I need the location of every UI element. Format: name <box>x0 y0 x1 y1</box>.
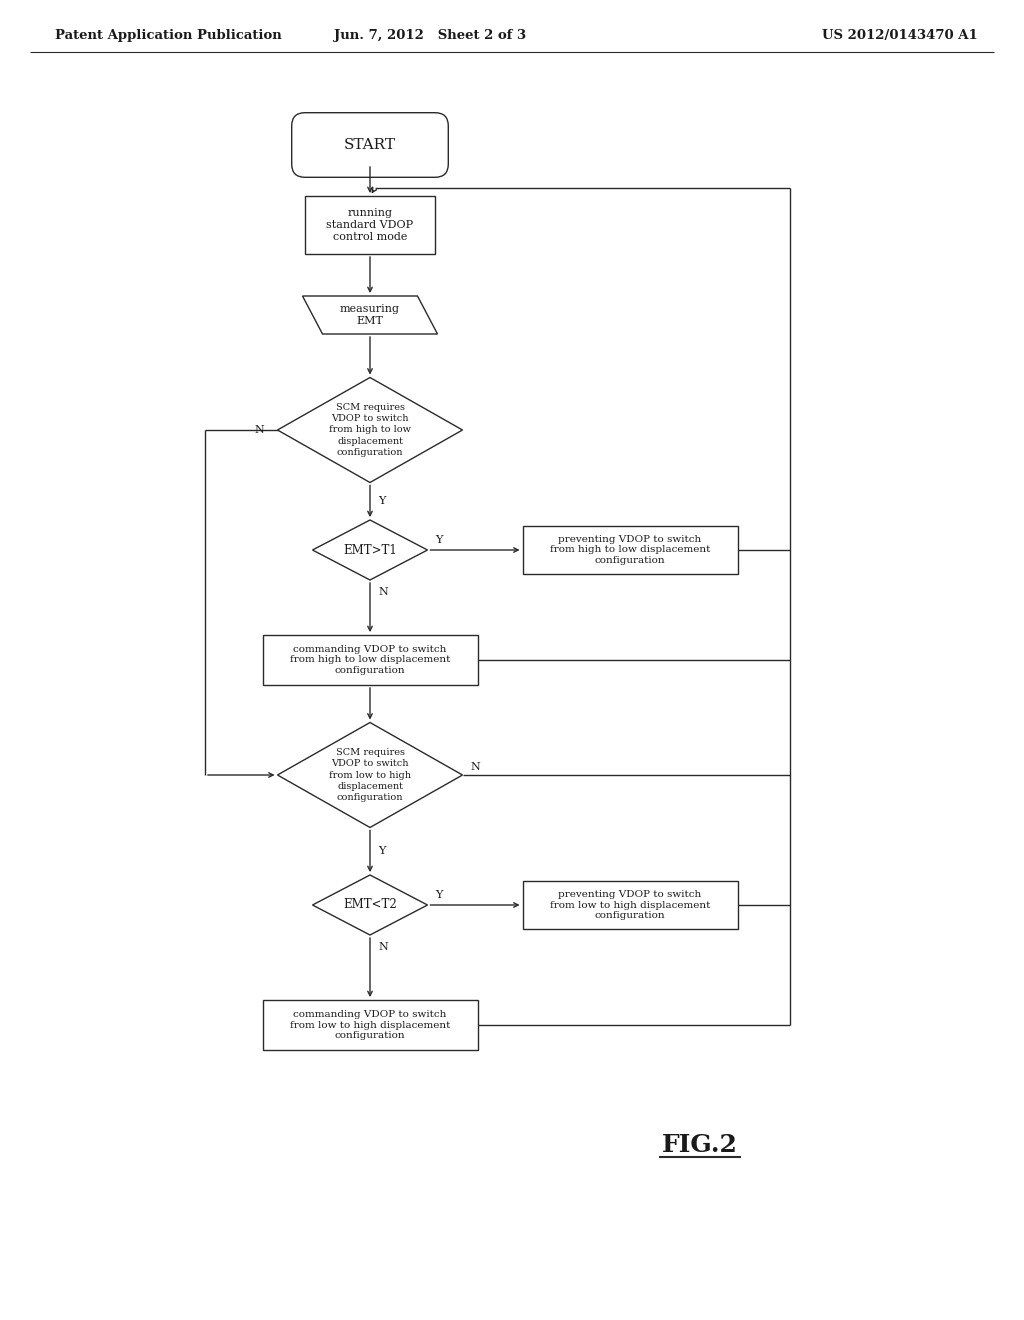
Text: preventing VDOP to switch
from low to high displacement
configuration: preventing VDOP to switch from low to hi… <box>550 890 711 920</box>
Text: EMT<T2: EMT<T2 <box>343 899 397 912</box>
Text: EMT>T1: EMT>T1 <box>343 544 397 557</box>
Text: preventing VDOP to switch
from high to low displacement
configuration: preventing VDOP to switch from high to l… <box>550 535 711 565</box>
Polygon shape <box>312 875 427 935</box>
Text: Y: Y <box>378 846 385 857</box>
Text: Jun. 7, 2012   Sheet 2 of 3: Jun. 7, 2012 Sheet 2 of 3 <box>334 29 526 41</box>
Text: commanding VDOP to switch
from low to high displacement
configuration: commanding VDOP to switch from low to hi… <box>290 1010 451 1040</box>
Bar <box>522 525 737 574</box>
FancyBboxPatch shape <box>292 112 449 177</box>
Text: N: N <box>255 425 264 436</box>
Text: commanding VDOP to switch
from high to low displacement
configuration: commanding VDOP to switch from high to l… <box>290 645 451 675</box>
Polygon shape <box>278 722 463 828</box>
Text: running
standard VDOP
control mode: running standard VDOP control mode <box>327 209 414 242</box>
Polygon shape <box>312 520 427 579</box>
Bar <box>262 635 477 685</box>
Polygon shape <box>278 378 463 483</box>
Text: Patent Application Publication: Patent Application Publication <box>55 29 282 41</box>
Bar <box>305 195 435 253</box>
Text: N: N <box>378 942 388 952</box>
Text: START: START <box>344 139 396 152</box>
Text: Y: Y <box>435 890 442 900</box>
Text: measuring
EMT: measuring EMT <box>340 304 400 326</box>
Polygon shape <box>302 296 437 334</box>
Text: Y: Y <box>378 496 385 507</box>
Bar <box>262 1001 477 1049</box>
Bar <box>522 880 737 929</box>
Text: FIG.2: FIG.2 <box>663 1133 738 1158</box>
Text: SCM requires
VDOP to switch
from high to low
displacement
configuration: SCM requires VDOP to switch from high to… <box>329 404 411 457</box>
Text: US 2012/0143470 A1: US 2012/0143470 A1 <box>822 29 978 41</box>
Text: Y: Y <box>435 535 442 545</box>
Text: SCM requires
VDOP to switch
from low to high
displacement
configuration: SCM requires VDOP to switch from low to … <box>329 748 411 801</box>
Text: N: N <box>378 587 388 597</box>
Text: N: N <box>470 762 480 772</box>
